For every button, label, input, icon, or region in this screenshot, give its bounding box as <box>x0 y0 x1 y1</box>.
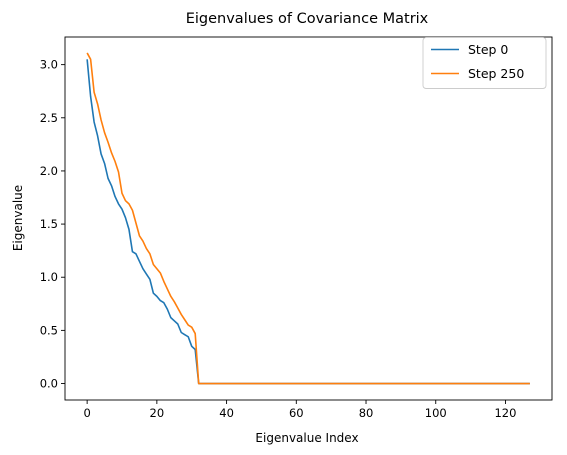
legend: Step 0 Step 250 <box>422 37 547 89</box>
x-tick-label: 80 <box>359 406 374 420</box>
y-tick-label: 3.0 <box>40 58 58 72</box>
x-tick-label: 60 <box>289 406 304 420</box>
legend-label-step-250: Step 250 <box>468 66 524 81</box>
x-axis-label: Eigenvalue Index <box>255 431 358 445</box>
y-tick-label: 0.5 <box>40 323 58 337</box>
y-axis-label: Eigenvalue <box>11 185 25 251</box>
x-tick-label: 0 <box>83 406 90 420</box>
chart-title: Eigenvalues of Covariance Matrix <box>186 11 429 27</box>
x-tick-label: 40 <box>219 406 234 420</box>
x-axis: 0 20 40 60 80 100 120 <box>83 400 516 420</box>
x-tick-label: 20 <box>150 406 165 420</box>
y-tick-label: 2.0 <box>40 164 58 178</box>
x-tick-label: 100 <box>425 406 447 420</box>
legend-label-step-0: Step 0 <box>468 42 508 57</box>
plot-frame <box>64 36 553 401</box>
y-tick-label: 0.0 <box>40 377 58 391</box>
series-line-1 <box>86 52 530 385</box>
y-tick-label: 1.0 <box>40 270 58 284</box>
y-tick-label: 2.5 <box>40 111 58 125</box>
x-tick-label: 120 <box>494 406 516 420</box>
plot-area <box>86 52 530 385</box>
y-axis: 0.0 0.5 1.0 1.5 2.0 2.5 3.0 <box>40 58 65 391</box>
y-tick-label: 1.5 <box>40 217 58 231</box>
series-line-0 <box>86 59 530 385</box>
